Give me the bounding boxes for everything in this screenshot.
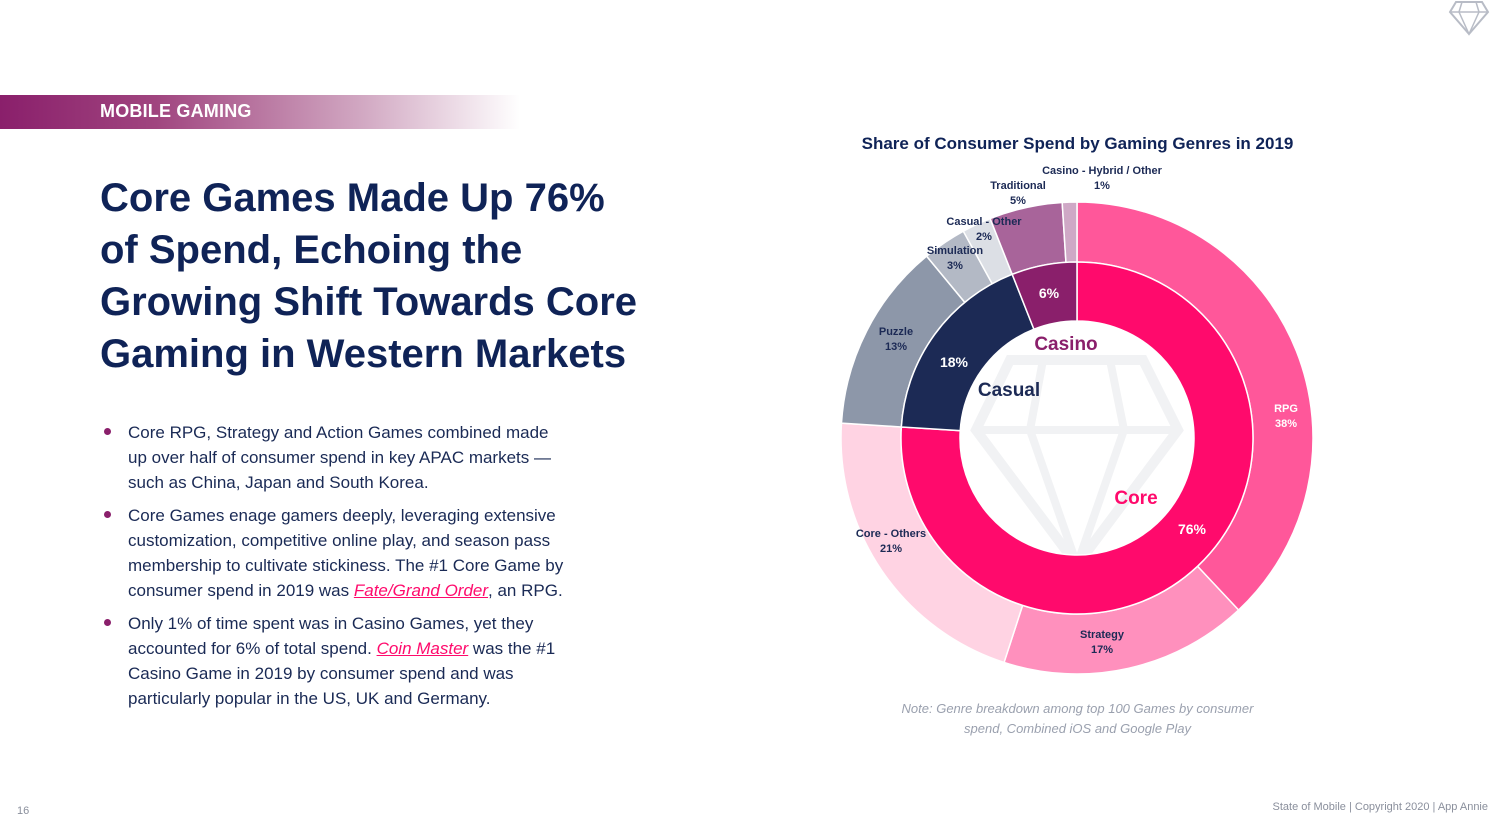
title-line: of Spend, Echoing the [100,228,523,272]
outer-slice-name-label: Casual - Other [946,216,1022,228]
outer-slice-name-label: Casino - Hybrid / Other [1042,165,1163,177]
bullet-line: particularly popular in the US, UK and G… [128,689,491,708]
inner-slice-value-label: 18% [940,354,969,370]
bullet-line: Core Games enage gamers deeply, leveragi… [128,506,556,525]
inner-category-label: Core [1114,488,1157,509]
outer-slice-name-label: Core - Others [856,528,926,540]
bullet-line: up over half of consumer spend in key AP… [128,448,551,467]
title-line: Growing Shift Towards Core [100,280,638,324]
bullet-line: membership to cultivate stickiness. The … [128,556,564,575]
note-line: Note: Genre breakdown among top 100 Game… [901,701,1254,716]
title-line: Gaming in Western Markets [100,332,627,376]
outer-slice-value-label: 13% [885,341,907,353]
outer-slice-name-label: RPG [1274,403,1298,415]
bullet-text: Core Games enage gamers deeply, leveragi… [128,503,600,603]
bullet-line: such as China, Japan and South Korea. [128,473,429,492]
outer-slice-value-label: 1% [1094,180,1110,192]
bullet-text: Core RPG, Strategy and Action Games comb… [128,420,600,495]
bullet-line: customization, competitive online play, … [128,531,551,550]
outer-slice-value-label: 5% [1010,195,1026,207]
inner-slice-value-label: 76% [1178,521,1207,537]
list-item: Only 1% of time spent was in Casino Game… [100,611,600,711]
bullet-line: accounted for 6% of total spend. Coin Ma… [128,636,600,661]
diamond-icon [1448,0,1490,36]
chart-note: Note: Genre breakdown among top 100 Game… [860,699,1295,739]
section-band [0,95,520,129]
bullet-text-segment: , an RPG. [488,581,563,600]
bullet-dot [104,619,111,626]
bullet-list: Core RPG, Strategy and Action Games comb… [100,420,600,719]
coin-master-link[interactable]: Coin Master [376,639,469,658]
bullet-text: Only 1% of time spent was in Casino Game… [128,611,600,711]
outer-slice-name-label: Simulation [927,245,984,257]
inner-category-label: Casual [978,380,1040,401]
bullet-line: consumer spend in 2019 was Fate/Grand Or… [128,578,600,603]
bullet-text-segment: accounted for 6% of total spend. [128,639,377,658]
outer-slice-value-label: 21% [880,543,902,555]
bullet-line: Only 1% of time spent was in Casino Game… [128,614,534,633]
bullet-line: Casino Game in 2019 by consumer spend an… [128,664,514,683]
slice-inner-core [900,261,1254,615]
bullet-text-segment: was the #1 [468,639,556,658]
page-title: Core Games Made Up 76% of Spend, Echoing… [100,172,680,380]
title-line: Core Games Made Up 76% [100,176,605,220]
outer-slice-name-label: Strategy [1080,629,1125,641]
chart-title: Share of Consumer Spend by Gaming Genres… [861,134,1294,153]
list-item: Core RPG, Strategy and Action Games comb… [100,420,600,495]
note-line: spend, Combined iOS and Google Play [964,721,1191,736]
outer-slice-value-label: 2% [976,231,992,243]
outer-slice-name-label: Traditional [990,180,1046,192]
section-label: MOBILE GAMING [100,101,252,121]
bullet-text-segment: consumer spend in 2019 was [128,581,354,600]
page-number: 16 [17,805,30,817]
list-item: Core Games enage gamers deeply, leveragi… [100,503,600,603]
outer-slice-value-label: 3% [947,260,963,272]
footer-credit: State of Mobile | Copyright 2020 | App A… [1272,801,1488,813]
bullet-line: Core RPG, Strategy and Action Games comb… [128,423,549,442]
inner-slice-value-label: 6% [1039,285,1060,301]
bullet-dot [104,511,111,518]
outer-slice-name-label: Puzzle [879,326,913,338]
outer-slice-value-label: 17% [1091,644,1113,656]
outer-slice-value-label: 38% [1275,418,1297,430]
bullet-dot [104,428,111,435]
slice-inner-casino [1011,261,1078,331]
fate-grand-order-link[interactable]: Fate/Grand Order [353,581,489,600]
inner-category-label: Casino [1034,334,1097,355]
